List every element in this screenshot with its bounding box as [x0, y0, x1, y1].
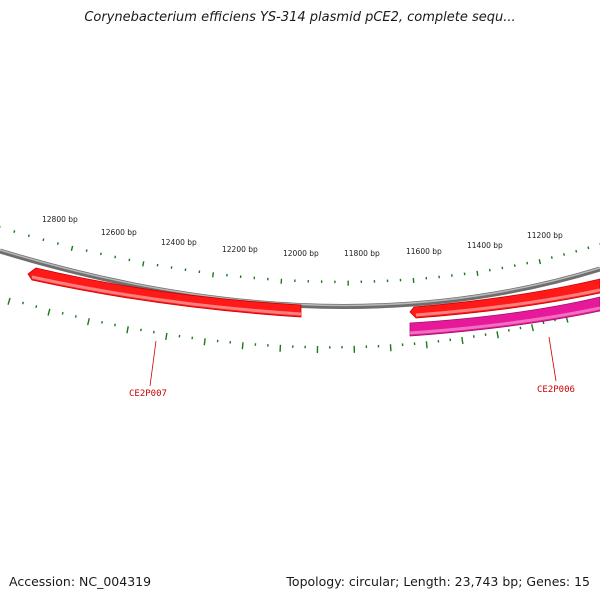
- tick-label: 11400 bp: [467, 241, 503, 250]
- tick-mark: [74, 315, 77, 318]
- tick-mark: [7, 297, 11, 305]
- tick-label: 11600 bp: [406, 247, 442, 256]
- plasmid-backbone-highlight: [0, 249, 600, 307]
- tick-mark: [563, 253, 566, 256]
- gene-label-leader: [149, 340, 157, 387]
- gene-ce2p007[interactable]: [27, 267, 302, 318]
- tick-mark: [212, 272, 215, 278]
- tick-mark: [241, 342, 244, 350]
- tick-mark: [425, 341, 428, 349]
- tick-mark: [99, 252, 102, 256]
- tick-mark: [587, 246, 590, 250]
- plasmid-backbone: [0, 248, 600, 309]
- gene-label-ce2p007[interactable]: CE2P007: [129, 389, 167, 399]
- tick-label: 12400 bp: [161, 238, 197, 247]
- tick-mark: [531, 324, 534, 332]
- tick-label: 12000 bp: [283, 249, 319, 258]
- tick-mark: [47, 308, 51, 316]
- tick-mark: [461, 336, 464, 345]
- tick-mark: [142, 261, 145, 267]
- tick-label: 12200 bp: [222, 245, 258, 254]
- tick-mark: [519, 326, 522, 330]
- tick-mark: [476, 270, 479, 276]
- tick-mark: [87, 318, 90, 326]
- tick-mark: [575, 249, 578, 253]
- tick-labels: 12800 bp 12600 bp 12400 bp 12200 bp 1200…: [42, 215, 563, 258]
- tick-mark: [542, 321, 545, 325]
- gene-label-ce2p006[interactable]: CE2P006: [537, 385, 575, 395]
- tick-label: 12800 bp: [42, 215, 78, 224]
- tick-mark: [550, 256, 553, 259]
- tick-mark: [13, 230, 16, 233]
- tick-mark: [165, 332, 168, 341]
- tick-mark: [526, 261, 529, 265]
- tick-label: 11800 bp: [344, 249, 380, 258]
- inner-tick-ring: [7, 297, 600, 354]
- tick-mark: [27, 234, 30, 238]
- tick-mark: [203, 338, 206, 346]
- tick-mark: [35, 305, 38, 308]
- tick-mark: [61, 311, 64, 315]
- tick-label: 12600 bp: [101, 228, 137, 237]
- tick-label: 11200 bp: [527, 231, 563, 240]
- topology-summary: Topology: circular; Length: 23,743 bp; G…: [286, 574, 590, 589]
- tick-mark: [56, 242, 59, 245]
- tick-mark: [496, 331, 499, 339]
- tick-mark: [42, 238, 45, 242]
- gene-ce2p006[interactable]: [409, 296, 600, 337]
- tick-mark: [21, 301, 24, 305]
- tick-mark: [70, 245, 74, 251]
- tick-mark: [538, 259, 542, 265]
- gene-label-leader: [548, 336, 557, 382]
- tick-mark: [85, 249, 88, 253]
- tick-mark: [126, 326, 129, 334]
- map-title: Corynebacterium efficiens YS-314 plasmid…: [84, 10, 516, 25]
- accession-text: Accession: NC_004319: [9, 574, 152, 589]
- outer-tick-ring: [0, 226, 600, 286]
- tick-mark: [114, 255, 117, 259]
- tick-mark: [101, 320, 103, 324]
